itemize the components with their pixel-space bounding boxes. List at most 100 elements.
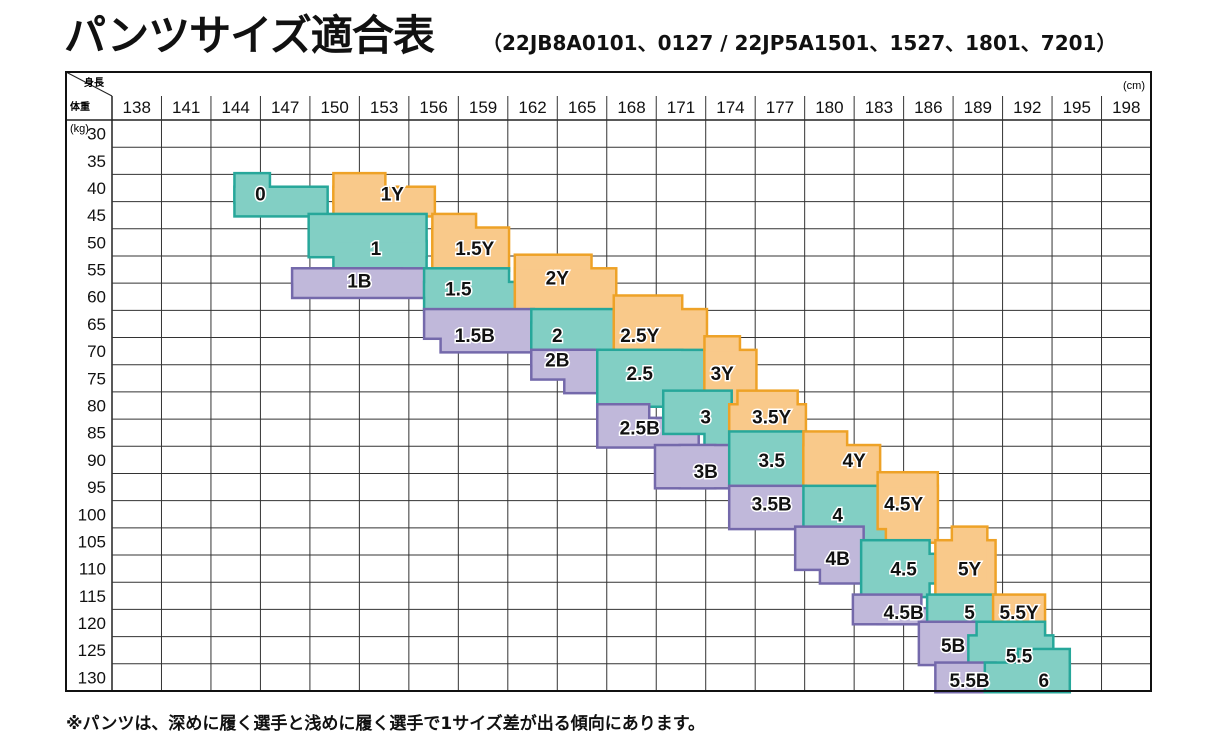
size-label: 2 [552,326,563,347]
y-tick-label: 130 [78,668,106,687]
footnote: ※パンツは、深めに履く選手と浅めに履く選手で1サイズ差が出る傾向にあります。 [66,714,705,734]
size-region-fill [441,323,533,352]
size-region [596,348,709,408]
size-region [307,212,428,273]
size-label: 4.5Y [884,494,923,515]
y-tick-label: 110 [79,560,106,579]
y-tick-label: 125 [78,641,106,660]
corner-height-label: 身長 [84,76,105,89]
size-region-fill [1019,650,1069,678]
x-tick-label: 171 [667,98,695,117]
x-tick-label: 183 [865,98,893,117]
size-region-fill [235,187,327,216]
y-tick-label: 80 [87,397,106,416]
size-label: 3Y [711,364,735,385]
size-region-fill [334,187,434,216]
size-label: 5.5 [1006,647,1033,668]
size-label: 3.5B [752,494,792,515]
size-region-fill [804,446,879,488]
size-label: 4Y [843,451,867,472]
size-label: 5 [964,603,975,624]
size-label: 6 [1039,671,1050,692]
size-region [612,294,709,354]
x-tick-label: 165 [568,98,596,117]
size-label: 1.5 [445,280,472,301]
size-label: 1 [371,239,382,260]
y-tick-label: 105 [78,532,106,551]
y-tick-label: 95 [87,478,106,497]
size-label: 5.5B [950,671,990,692]
size-label: 1Y [381,184,405,205]
size-label: 3 [700,407,711,428]
x-tick-label: 144 [222,98,250,117]
size-label: 1.5B [455,326,495,347]
y-tick-label: 70 [87,342,106,361]
size-region-fill [730,405,805,433]
x-tick-label: 186 [914,98,942,117]
x-tick-label: 192 [1013,98,1041,117]
size-label: 4 [832,505,843,526]
size-label: 4B [826,549,850,570]
chart-frame [65,71,1152,692]
page-title: パンツサイズ適合表 [64,11,435,60]
size-region-fill [433,228,508,270]
size-label: 1.5Y [455,239,494,260]
corner-weight-label: 体重 [70,100,90,113]
size-region-fill [953,527,987,583]
size-region-fill [746,500,805,515]
size-region-fill [878,609,929,624]
size-region-fill [887,487,937,542]
size-label: 5Y [958,560,982,581]
size-label: 5.5Y [1000,603,1039,624]
size-label: 3B [694,462,718,483]
y-unit-label: (kg) [70,123,89,135]
y-tick-label: 55 [87,261,106,280]
y-tick-label: 35 [87,152,106,171]
y-tick-label: 120 [78,614,106,633]
size-region [983,647,1072,694]
y-tick-label: 60 [87,288,106,307]
size-region [233,171,329,218]
size-label: 1B [347,271,371,292]
size-region-fill [293,269,426,297]
product-codes: （22JB8A0101、0127 / 22JP5A1501、1527、1801、… [482,31,1117,55]
size-region-fill [944,677,987,691]
x-unit-label: (cm) [1123,80,1145,92]
size-region [859,538,940,599]
y-tick-label: 65 [87,315,106,334]
x-tick-label: 156 [419,98,447,117]
x-tick-label: 153 [370,98,398,117]
size-region-fill [516,269,616,311]
size-label: 3.5 [758,451,785,472]
x-tick-label: 159 [469,98,497,117]
size-label: 5B [941,636,965,657]
x-tick-label: 147 [271,98,299,117]
size-region [934,525,997,599]
size-region [876,470,940,544]
size-label: 2.5 [627,364,654,385]
size-region-fill [746,473,805,488]
y-tick-label: 40 [87,179,106,198]
y-tick-label: 45 [87,206,106,225]
x-tick-label: 189 [964,98,992,117]
y-tick-label: 115 [79,587,106,606]
x-tick-label: 198 [1112,98,1140,117]
size-region [431,212,511,273]
size-label: 4.5B [884,603,924,624]
corner-diagonal [65,71,113,97]
size-region-fill [565,351,599,392]
x-tick-label: 168 [617,98,645,117]
size-region-fill [334,242,426,270]
y-tick-label: 90 [87,451,106,470]
x-tick-label: 174 [716,98,744,117]
y-tick-label: 85 [87,424,106,443]
size-region [422,307,536,354]
size-label: 0 [255,184,266,205]
y-tick-label: 30 [87,125,106,144]
x-tick-label: 195 [1063,98,1091,117]
x-tick-label: 141 [172,98,200,117]
x-tick-label: 180 [815,98,843,117]
size-label: 2Y [546,269,570,290]
size-region [727,484,808,531]
